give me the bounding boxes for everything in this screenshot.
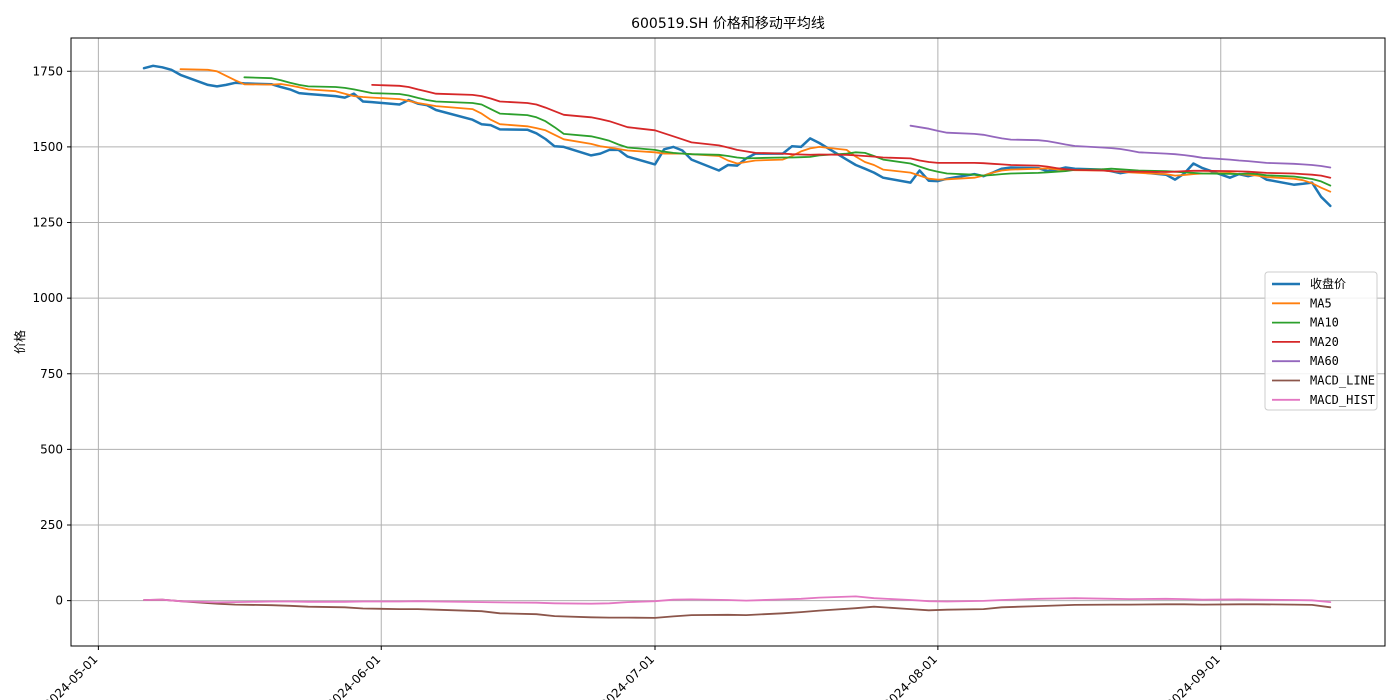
y-tick-label: 0 [55, 594, 63, 608]
legend-label: MACD_LINE [1310, 374, 1375, 388]
series-layer [142, 64, 1332, 619]
legend-label: 收盘价 [1310, 276, 1346, 291]
y-tick-label: 1000 [32, 291, 63, 305]
y-tick-label: 1500 [32, 140, 63, 154]
legend-label: MA20 [1310, 335, 1339, 349]
legend-label: MA60 [1310, 354, 1339, 368]
series-line-ma20 [371, 84, 1332, 179]
y-tick-label: 1750 [32, 64, 63, 78]
series-line-macd-line [143, 598, 1332, 619]
chart-title: 600519.SH 价格和移动平均线 [631, 16, 825, 32]
legend-label: MACD_HIST [1310, 393, 1375, 407]
y-tick-label: 750 [40, 367, 63, 381]
plot-frame [70, 37, 1386, 647]
y-tick-label: 250 [40, 518, 63, 532]
series-line-ma60 [909, 124, 1332, 169]
grid-layer [71, 38, 1385, 646]
y-tick-label: 1250 [32, 216, 63, 230]
series-line-ma5 [179, 68, 1332, 193]
legend-label: MA5 [1310, 296, 1332, 310]
legend-label: MA10 [1310, 316, 1339, 330]
y-axis-label: 价格 [12, 330, 27, 354]
legend: 收盘价 MA5 MA10 MA20 MA60 MACD_LINE MACD_HIST [1264, 271, 1378, 411]
legend-box [1264, 271, 1378, 411]
series-line-macd-hist [143, 595, 1332, 605]
y-tick-label: 500 [40, 442, 63, 456]
